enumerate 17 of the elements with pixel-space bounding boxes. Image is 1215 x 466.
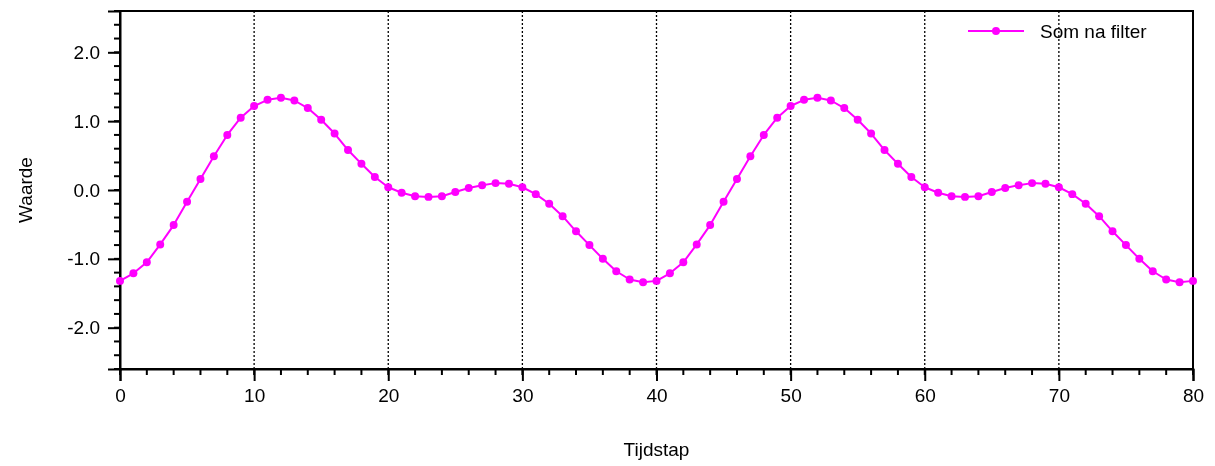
y-tick-label: -1.0 <box>67 248 100 270</box>
y-tick-label: -2.0 <box>67 317 100 339</box>
legend-label: Som na filter <box>1040 21 1148 42</box>
x-tick-label: 40 <box>646 385 668 407</box>
x-tick-label: 50 <box>780 385 802 407</box>
y-tick-label: 1.0 <box>73 110 100 132</box>
x-tick-label: 20 <box>378 385 400 407</box>
x-tick-label: 60 <box>914 385 936 407</box>
x-tick-label: 80 <box>1182 385 1205 407</box>
y-axis-title: Waarde <box>15 157 36 223</box>
x-tick-label: 0 <box>115 385 126 407</box>
y-tick-label: 0.0 <box>73 179 100 201</box>
y-tick-label: 2.0 <box>73 41 100 63</box>
x-tick-label: 70 <box>1048 385 1070 407</box>
x-tick-label: 30 <box>512 385 534 407</box>
x-tick-label: 10 <box>244 385 266 407</box>
x-axis-title: Tijdstap <box>623 439 690 460</box>
